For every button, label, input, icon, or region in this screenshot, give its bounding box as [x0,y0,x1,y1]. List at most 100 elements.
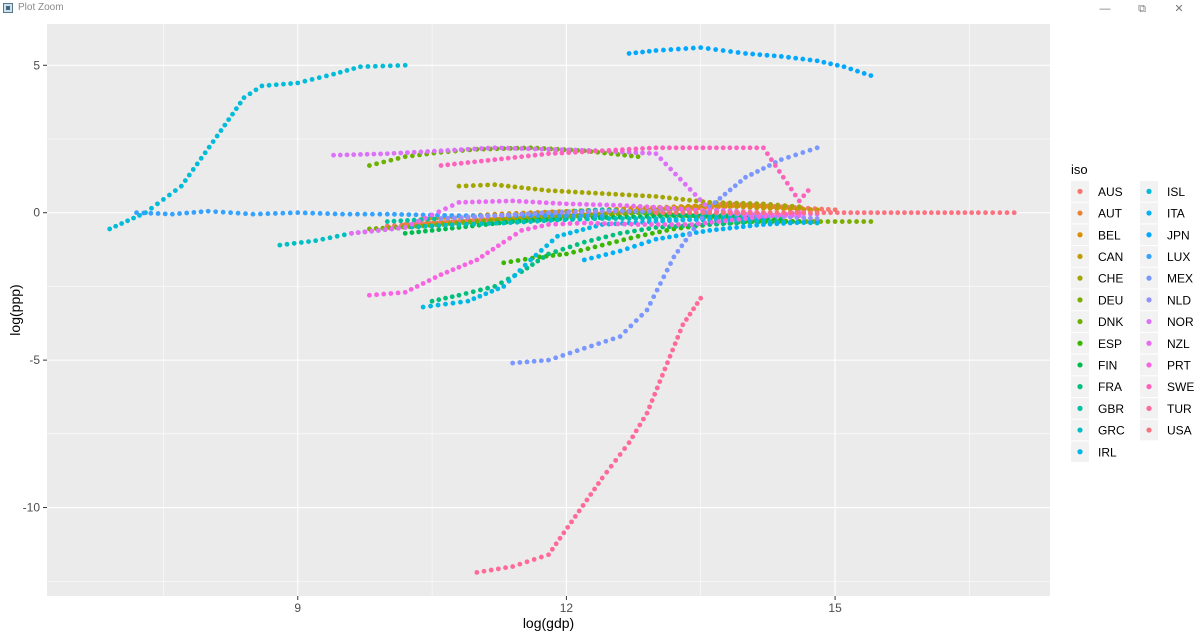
data-point [429,223,435,229]
data-point [743,51,748,56]
data-point [522,256,528,262]
legend-key-point [1077,275,1083,281]
data-point [606,148,612,153]
data-point [807,147,813,153]
data-point [661,47,666,53]
data-point [438,148,444,154]
maximize-button[interactable]: ⧉ [1138,3,1146,15]
data-point [800,150,806,155]
data-point [512,155,518,160]
data-point [402,225,408,230]
data-point [387,63,393,69]
legend-key-point [1146,340,1152,346]
data-point [277,242,283,248]
data-point [280,210,286,216]
y-tick-label: -5 [29,353,40,367]
data-point [481,568,487,574]
data-point [593,190,598,196]
data-point [712,200,718,205]
data-point [747,145,753,151]
data-point [734,204,739,210]
data-point [673,218,679,223]
data-point [253,87,259,93]
data-point [503,198,509,204]
data-point [456,199,462,205]
data-point [522,262,528,268]
data-point [801,210,807,216]
data-point [569,519,574,525]
data-point [574,348,580,354]
x-tick-label: 9 [294,601,301,615]
close-button[interactable]: ✕ [1174,3,1184,15]
data-point [531,358,537,364]
data-point [693,145,699,151]
legend-item-irl: IRL [1071,441,1117,463]
data-point [327,235,333,241]
data-point [571,213,576,219]
data-point [647,404,652,410]
data-point [398,218,404,224]
data-point [567,221,573,227]
data-point [431,216,437,222]
minimize-button[interactable]: — [1099,3,1111,15]
data-point [727,225,733,231]
data-point [649,222,654,227]
data-point [273,82,279,88]
data-point [728,49,733,54]
legend-key-point [1146,297,1152,303]
data-point [729,217,735,223]
data-point [693,198,699,204]
data-point [895,210,901,216]
data-point [519,146,525,151]
data-point [949,210,954,216]
data-point [646,48,652,54]
data-point [868,219,874,224]
data-point [652,391,658,397]
legend-key-point [1077,449,1083,455]
legend-key-point [1077,318,1083,325]
y-axis-label: log(ppp) [7,284,23,335]
data-point [191,210,197,215]
data-point [610,336,616,342]
data-point [532,225,538,230]
data-point [228,210,233,216]
data-point [570,201,576,207]
data-point [698,45,704,50]
data-point [644,307,650,313]
data-point [540,255,546,260]
data-point [553,221,559,227]
data-point [525,153,531,159]
data-point [694,301,700,306]
data-point [443,301,448,307]
data-point [443,206,448,212]
data-point [603,338,609,344]
data-point [691,306,696,312]
data-point [411,149,417,155]
data-point [560,221,566,227]
legend-key-point [1146,275,1152,281]
data-point [983,210,988,216]
data-point [595,481,601,486]
data-point [313,238,319,244]
data-point [596,253,602,259]
data-point [529,262,535,267]
data-point [532,152,538,158]
data-point [774,221,780,227]
data-point [355,230,361,236]
data-point [653,210,659,216]
data-point [642,222,648,227]
data-point [471,221,477,227]
data-point [644,204,650,210]
data-point [599,475,605,481]
data-point [177,211,182,216]
legend-item-nor: NOR [1140,311,1194,332]
data-point [566,150,572,156]
legend-key-point [1146,362,1152,368]
data-point [524,359,530,365]
data-point [581,345,587,351]
data-point [351,66,357,71]
data-point [510,360,516,366]
data-point [586,190,592,196]
data-point [657,379,663,385]
data-point [734,145,739,151]
